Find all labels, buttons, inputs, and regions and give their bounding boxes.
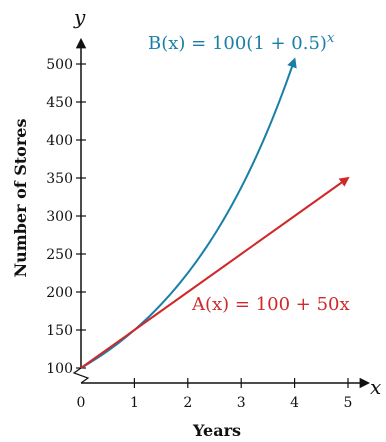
x-axis-variable: x xyxy=(370,375,381,399)
y-tick-label: 250 xyxy=(46,247,73,263)
x-tick-label: 4 xyxy=(290,395,299,411)
y-tick-label: 150 xyxy=(46,323,73,339)
series-line-b xyxy=(80,57,297,369)
y-tick-label: 500 xyxy=(46,57,73,73)
x-axis-ticks: 0 1 2 3 4 5 xyxy=(77,378,353,411)
y-tick-label: 400 xyxy=(46,133,73,149)
x-tick-label: 2 xyxy=(183,395,192,411)
series-line-a xyxy=(80,176,350,369)
x-axis-title: Years xyxy=(192,421,241,440)
y-tick-label: 100 xyxy=(46,361,73,377)
series-label-b: B(x) = 100(1 + 0.5)x xyxy=(148,31,335,54)
series-group xyxy=(80,57,350,369)
x-tick-label: 3 xyxy=(237,395,246,411)
y-tick-label: 350 xyxy=(46,171,73,187)
axis-break xyxy=(72,367,90,384)
y-axis-ticks: 100 150 200 250 300 350 400 450 500 xyxy=(46,57,86,377)
y-axis-variable: y xyxy=(73,5,86,29)
y-tick-label: 450 xyxy=(46,95,73,111)
x-tick-label: 0 xyxy=(77,395,86,411)
series-label-a-main: A(x) = 100 + 50x xyxy=(191,294,350,315)
x-tick-label: 1 xyxy=(130,395,139,411)
y-axis-title: Number of Stores xyxy=(11,119,30,278)
series-label-a: A(x) = 100 + 50x xyxy=(191,294,350,315)
series-label-b-exponent: x xyxy=(327,31,335,46)
y-tick-label: 300 xyxy=(46,209,73,225)
y-tick-label: 200 xyxy=(46,285,73,301)
series-label-b-main: B(x) = 100(1 + 0.5) xyxy=(148,33,327,54)
x-tick-label: 5 xyxy=(344,395,353,411)
